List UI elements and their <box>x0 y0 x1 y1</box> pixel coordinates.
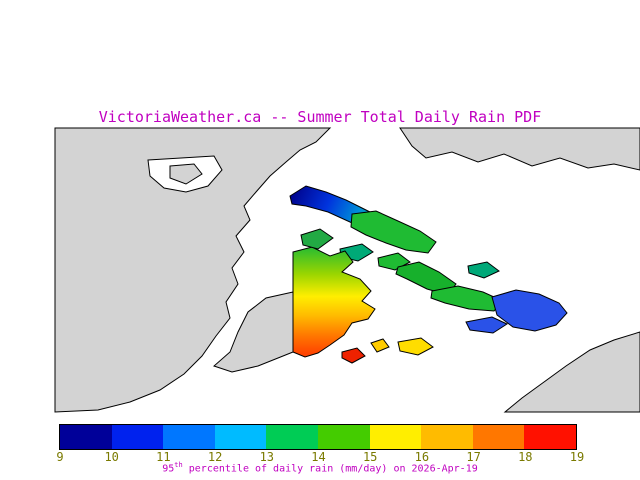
colorbar-segment <box>524 425 576 449</box>
colorbar-tick-label: 19 <box>569 450 585 464</box>
colorbar-ticks: 9 10 11 12 13 14 15 16 17 18 19 <box>56 450 584 464</box>
caption-value: 95 <box>162 463 175 475</box>
island-blue-large <box>491 289 568 332</box>
colorbar-tick-label: 15 <box>362 450 378 464</box>
caption: 95th percentile of daily rain (mm/day) o… <box>0 461 640 474</box>
islet-green-peninsula-north <box>300 228 334 250</box>
island-green-east <box>430 285 504 312</box>
colorbar-tick-label: 11 <box>156 450 171 464</box>
bay-island <box>169 163 203 185</box>
colorbar-tick-label: 12 <box>207 450 223 464</box>
land-mainland-southeast <box>503 331 640 413</box>
colorbar-segment <box>369 425 422 449</box>
colorbar-segment <box>214 425 267 449</box>
colorbar-tick-label: 17 <box>466 450 481 464</box>
colorbar-segment <box>421 425 473 449</box>
caption-superscript: th <box>174 461 183 469</box>
island-blue-thin <box>465 316 509 334</box>
islet-teal-northeast <box>467 261 500 279</box>
colorbar-tick-label: 14 <box>311 450 326 464</box>
colorbar-segment <box>317 425 370 449</box>
page-title: VictoriaWeather.ca -- Summer Total Daily… <box>98 108 542 126</box>
colorbar-tick-label: 13 <box>259 450 275 464</box>
colorbar-tick-label: 18 <box>518 450 533 464</box>
caption-rest: percentile of daily rain (mm/day) on 202… <box>182 463 478 475</box>
island-green-large <box>350 210 437 254</box>
colorbar-segment <box>111 425 164 449</box>
land-mainland-north <box>399 127 640 171</box>
colorbar-segment <box>266 425 318 449</box>
peninsula-rain-gradient <box>292 246 376 358</box>
colorbar-segment <box>472 425 525 449</box>
colorbar-tick-label: 9 <box>56 450 64 464</box>
land-vancouver-island <box>54 127 332 413</box>
colorbar-tick-label: 10 <box>104 450 119 464</box>
colorbar <box>59 424 577 450</box>
islet-yellow <box>397 337 434 356</box>
land-peninsula-west <box>213 291 294 373</box>
colorbar-segment <box>60 425 112 449</box>
colorbar-tick-label: 16 <box>414 450 430 464</box>
islet-orange <box>370 338 390 353</box>
islet-red <box>341 347 366 364</box>
colorbar-segment <box>163 425 215 449</box>
